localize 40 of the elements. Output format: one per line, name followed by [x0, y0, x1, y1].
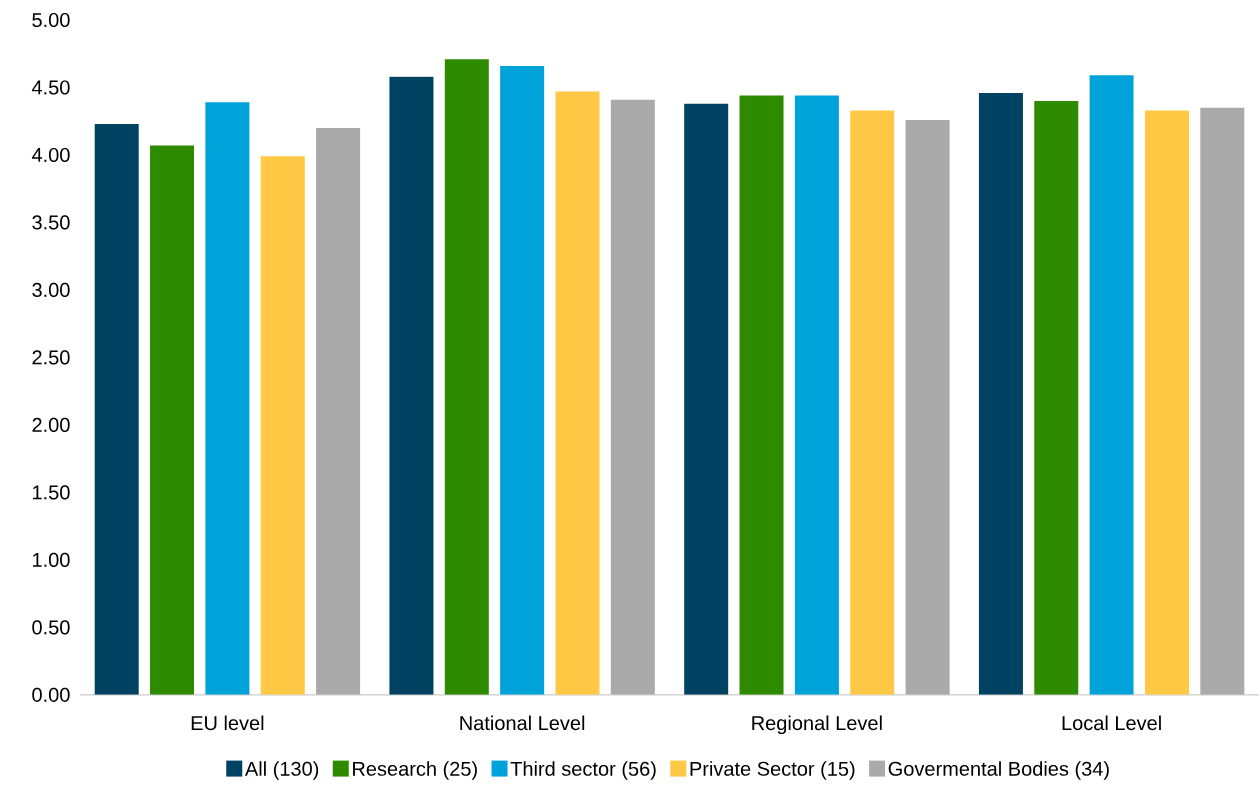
bar	[905, 119, 950, 695]
bar	[610, 99, 655, 695]
bar	[150, 145, 195, 695]
bar	[1034, 100, 1079, 695]
legend-label: Research (25)	[353, 761, 477, 780]
y-tick-label: 2.50	[32, 350, 70, 365]
x-tick-label: Regional Level	[752, 715, 882, 735]
y-tick-label: 1.00	[33, 552, 70, 567]
legend-label: All (130)	[244, 761, 319, 780]
bar	[1144, 110, 1189, 695]
bar	[205, 102, 250, 695]
bar	[389, 76, 434, 695]
x-tick-label: National Level	[460, 715, 585, 731]
y-tick-label: 4.00	[31, 147, 70, 162]
bar	[978, 92, 1023, 695]
bar	[555, 91, 600, 695]
y-tick-label: 0.50	[32, 620, 70, 635]
bar	[444, 59, 489, 695]
y-tick-label: 0.00	[32, 687, 70, 702]
y-tick-label: 1.50	[33, 485, 70, 500]
y-tick-label: 2.00	[32, 417, 70, 432]
bar	[500, 65, 545, 695]
legend-label: Third sector (56)	[510, 761, 656, 780]
bar	[260, 156, 305, 695]
x-tick-label: Local Level	[1062, 715, 1161, 731]
y-tick-label: 5.00	[32, 12, 70, 27]
y-tick-label: 3.00	[32, 282, 70, 297]
y-tick-label: 3.50	[32, 215, 70, 230]
bar	[739, 95, 784, 695]
bar	[316, 127, 361, 695]
bar	[850, 110, 895, 695]
y-tick-label: 4.50	[31, 80, 70, 95]
x-tick-label: EU level	[191, 715, 264, 731]
bar	[1089, 75, 1134, 695]
bar	[94, 123, 139, 695]
legend-label: Private Sector (15)	[690, 761, 855, 780]
bar	[794, 95, 839, 695]
legend-label: Govermental Bodies (34)	[888, 761, 1109, 780]
bar	[684, 103, 729, 695]
bar	[1200, 107, 1245, 695]
